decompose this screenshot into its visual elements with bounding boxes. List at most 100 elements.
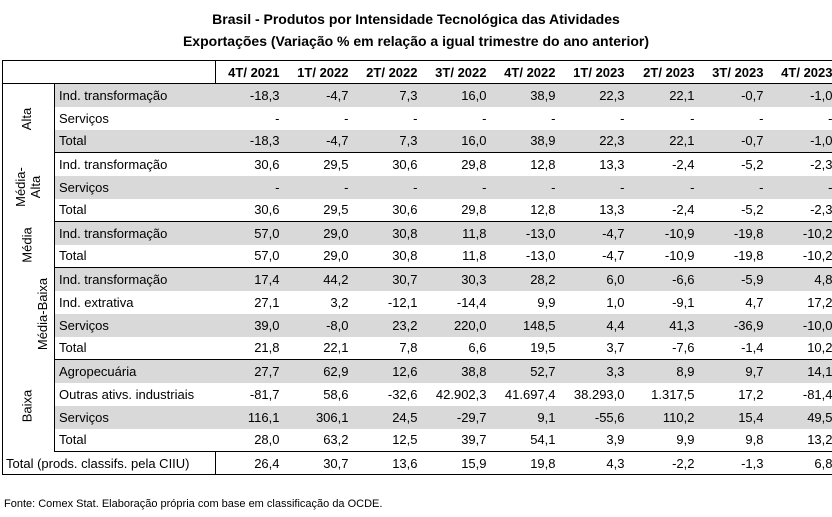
row-label: Total [54,428,216,452]
group-label-line: Alta [27,175,43,199]
table-cell: - [275,110,280,126]
table-row: Total -18,3 -4,7 7,3 16,0 38,9 22,3 22,1 -0,7 -1,… [3,129,832,153]
table-cell: 13,6 [354,451,424,475]
table-row: Total 57,0 29,0 30,8 11,8 -13,0 -4,7 -10,9 -19,8… [3,244,832,268]
row-label: Ind. transformação [59,156,168,172]
table-cell: -9,1 [672,294,695,310]
table-cell: -10,2 [769,221,832,245]
table-row: Serviços--------- [3,107,832,130]
table-cell: 12,8 [492,198,562,222]
table-cell: 22,1 [285,336,355,360]
group-label-line: Média- [12,167,28,207]
table-cell: 3,3 [561,359,631,383]
header-corner-label [54,60,216,84]
table-cell: 13,2 [769,428,832,452]
column-header: 1T/ 2023 [561,60,631,84]
table-cell: 29,8 [461,156,487,172]
table-cell: -1,4 [700,336,770,360]
table-cell: 49,5 [769,405,832,429]
table-cell: 17,2 [738,386,764,402]
row-group: Alta Ind. transformação -18,3 -4,7 7,3 16,0 38… [2,83,832,153]
table-cell: 41,3 [630,313,701,337]
table-cell: -10,2 [769,244,832,268]
table-cell: - [482,110,487,126]
table-cell: 8,9 [630,359,701,383]
table-cell: - [561,175,631,199]
table-cell: 1,0 [606,294,625,310]
table-cell: 28,0 [215,428,286,452]
table-cell: 6,0 [561,267,631,291]
table-cell: -2,3 [769,198,832,222]
table-cell: 62,9 [285,359,355,383]
table-cell: 4,7 [745,294,764,310]
row-group: Média-Baixa Ind. transformação 17,4 44,2 30,… [2,267,832,360]
group-label: Alta [2,83,55,153]
table-cell: -10,9 [630,244,701,268]
table-cell: 57,0 [215,244,286,268]
table-cell: 3,7 [561,336,631,360]
table-cell: 9,9 [537,294,556,310]
table-cell: 15,9 [423,451,493,475]
table-cell: 9,1 [492,405,562,429]
grand-total-row: Total (prods. classifs. pela CIIU) 26,4 30… [2,451,832,475]
table-cell: 4,3 [561,451,631,475]
table-cell: -36,9 [700,313,770,337]
table-cell: -13,0 [492,244,562,268]
table-cell: 26,4 [215,451,286,475]
table-cell: 6,6 [423,336,493,360]
table-cell: -2,2 [630,451,701,475]
group-label: Média- Alta [2,152,55,222]
row-label: Outras ativs. industriais [59,386,195,402]
row-label: Total [54,244,216,268]
total-group: Total (prods. classifs. pela CIIU) 26,4 30… [2,451,832,475]
table-cell: -6,6 [630,267,701,291]
table-cell: 30,8 [354,221,424,245]
table-cell: 19,8 [492,451,562,475]
table-cell: 6,8 [769,451,832,475]
table-cell: 17,2 [807,294,832,310]
table-cell: 10,2 [769,336,832,360]
row-label: Ind. transformação [54,267,216,291]
table-cell: 9,7 [700,359,770,383]
table-cell: 4,8 [769,267,832,291]
table-cell: 38,9 [492,129,562,153]
group-label-text: Baixa [19,389,35,423]
table-cell: - [770,107,832,130]
table-cell: -4,7 [285,129,355,153]
table-cell: - [413,110,418,126]
table-cell: 63,2 [285,428,355,452]
table-cell: 110,2 [630,405,701,429]
row-label: Total [54,336,216,360]
table-cell: -1,3 [700,451,770,475]
table-cell: 12,8 [530,156,556,172]
table-cell: 7,3 [354,129,424,153]
table-cell: 148,5 [492,313,562,337]
column-header: 4T/ 2021 [215,60,286,84]
table-cell: 11,8 [423,244,493,268]
table-cell: -7,6 [630,336,701,360]
table-row: Ind. extrativa 27,1 3,2 -12,1 -14,4 9,9 1,0 -9,… [3,291,832,314]
table-cell: -18,3 [215,129,286,153]
table-cell: 24,5 [354,405,424,429]
table-cell: 29,0 [285,221,355,245]
table-cell: 57,0 [215,221,286,245]
table-cell: -55,6 [561,405,631,429]
row-group: Média- Alta Ind. transformação 30,6 29,5 30,6… [2,152,832,222]
table-cell: 13,3 [561,198,631,222]
table-cell: -5,2 [741,156,764,172]
table-row: Média Ind. transformação 57,0 29,0 30,8 11,8-… [2,221,832,268]
table-row: Baixa Agropecuária 27,7 62,9 12,6 38,8 52,7 3,3… [2,359,832,452]
table-cell: -4,7 [561,244,631,268]
group-label: Baixa [2,359,55,452]
table-cell: - [344,110,349,126]
table-cell: 54,1 [492,428,562,452]
table-cell: 116,1 [215,405,286,429]
table-cell: 30,8 [354,244,424,268]
header-row: 4T/ 2021 1T/ 2022 2T/ 2022 3T/ 2022 4T/ 2022… [2,60,832,84]
column-header: 2T/ 2023 [630,60,701,84]
table-cell: 16,0 [423,129,493,153]
table-cell: 39,7 [423,428,493,452]
group-label-text: Média-Baixa [35,277,51,351]
table-cell: - [215,175,286,199]
table-cell: 30,6 [354,198,424,222]
